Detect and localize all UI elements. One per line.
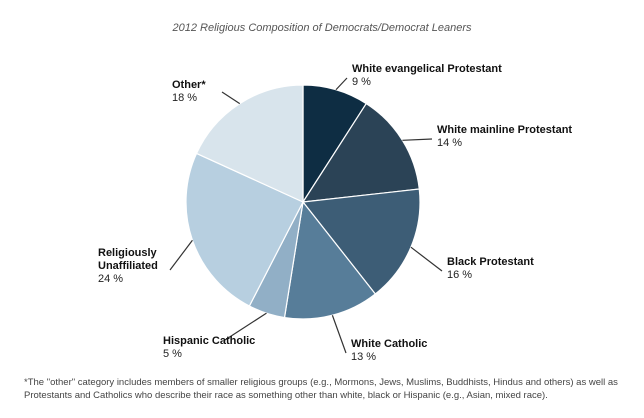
slice-label-hispanic-catholic: Hispanic Catholic 5 % (163, 335, 255, 360)
pie-slice-white-catholic (283, 200, 377, 320)
leader-line-hispanic-catholic (224, 312, 267, 341)
pie-chart: White evangelical Protestant 9 % White mai… (98, 63, 572, 363)
leader-line-other (221, 91, 241, 105)
slice-label-religiously-unaffiliated: Religiously Unaffiliated 24 % (98, 247, 158, 285)
pie-slice-black-protestant (301, 188, 421, 295)
slice-label-black-protestant: Black Protestant 16 % (447, 256, 534, 281)
slice-label-white-catholic: White Catholic 13 % (351, 338, 427, 363)
chart-title: 2012 Religious Composition of Democrats/… (172, 22, 472, 34)
leader-line-white-mainline-protestant (402, 138, 433, 141)
leader-line-white-evangelical-protestant (335, 77, 348, 91)
leader-line-white-catholic (331, 315, 347, 354)
leader-line-black-protestant (410, 246, 443, 272)
slice-label-white-evangelical-protestant: White evangelical Protestant 9 % (352, 63, 502, 88)
pie-slice-other (195, 84, 304, 203)
slice-label-white-mainline-protestant: White mainline Protestant 14 % (437, 124, 572, 149)
footnote: *The "other" category includes members o… (24, 377, 618, 401)
slice-label-other: Other* 18 % (172, 79, 206, 104)
leader-line-religiously-unaffiliated (169, 239, 193, 271)
